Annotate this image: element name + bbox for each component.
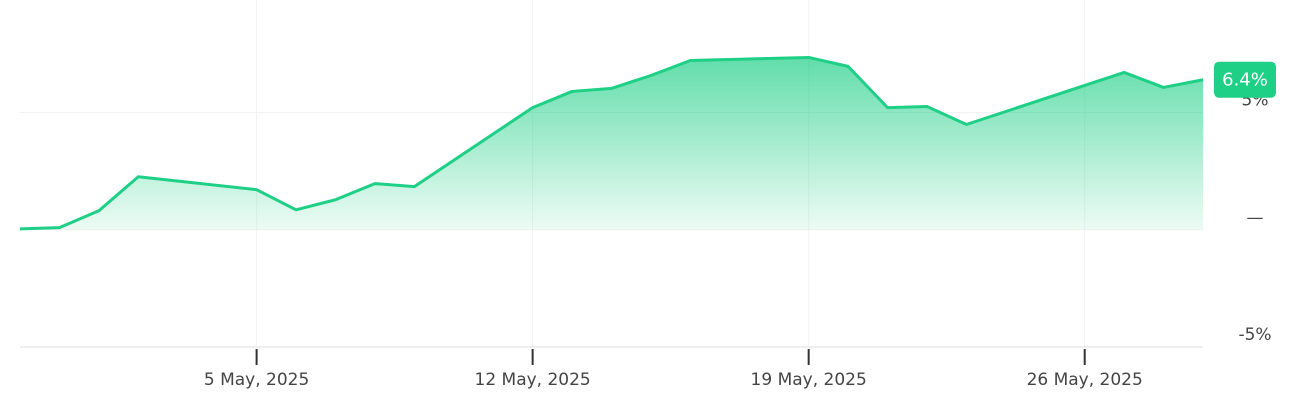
x-tick-label: 5 May, 2025 — [204, 370, 309, 390]
y-tick-label: -5% — [1238, 325, 1271, 345]
value-label: 6.4% — [1222, 70, 1268, 91]
line — [19, 55, 1204, 231]
y-tick-label: — — [1247, 208, 1264, 228]
x-tick-label: 19 May, 2025 — [751, 370, 867, 390]
x-tick-label: 12 May, 2025 — [475, 370, 591, 390]
area — [20, 57, 1203, 230]
value-badge — [1214, 61, 1276, 98]
x-tick-label: 26 May, 2025 — [1027, 370, 1143, 390]
